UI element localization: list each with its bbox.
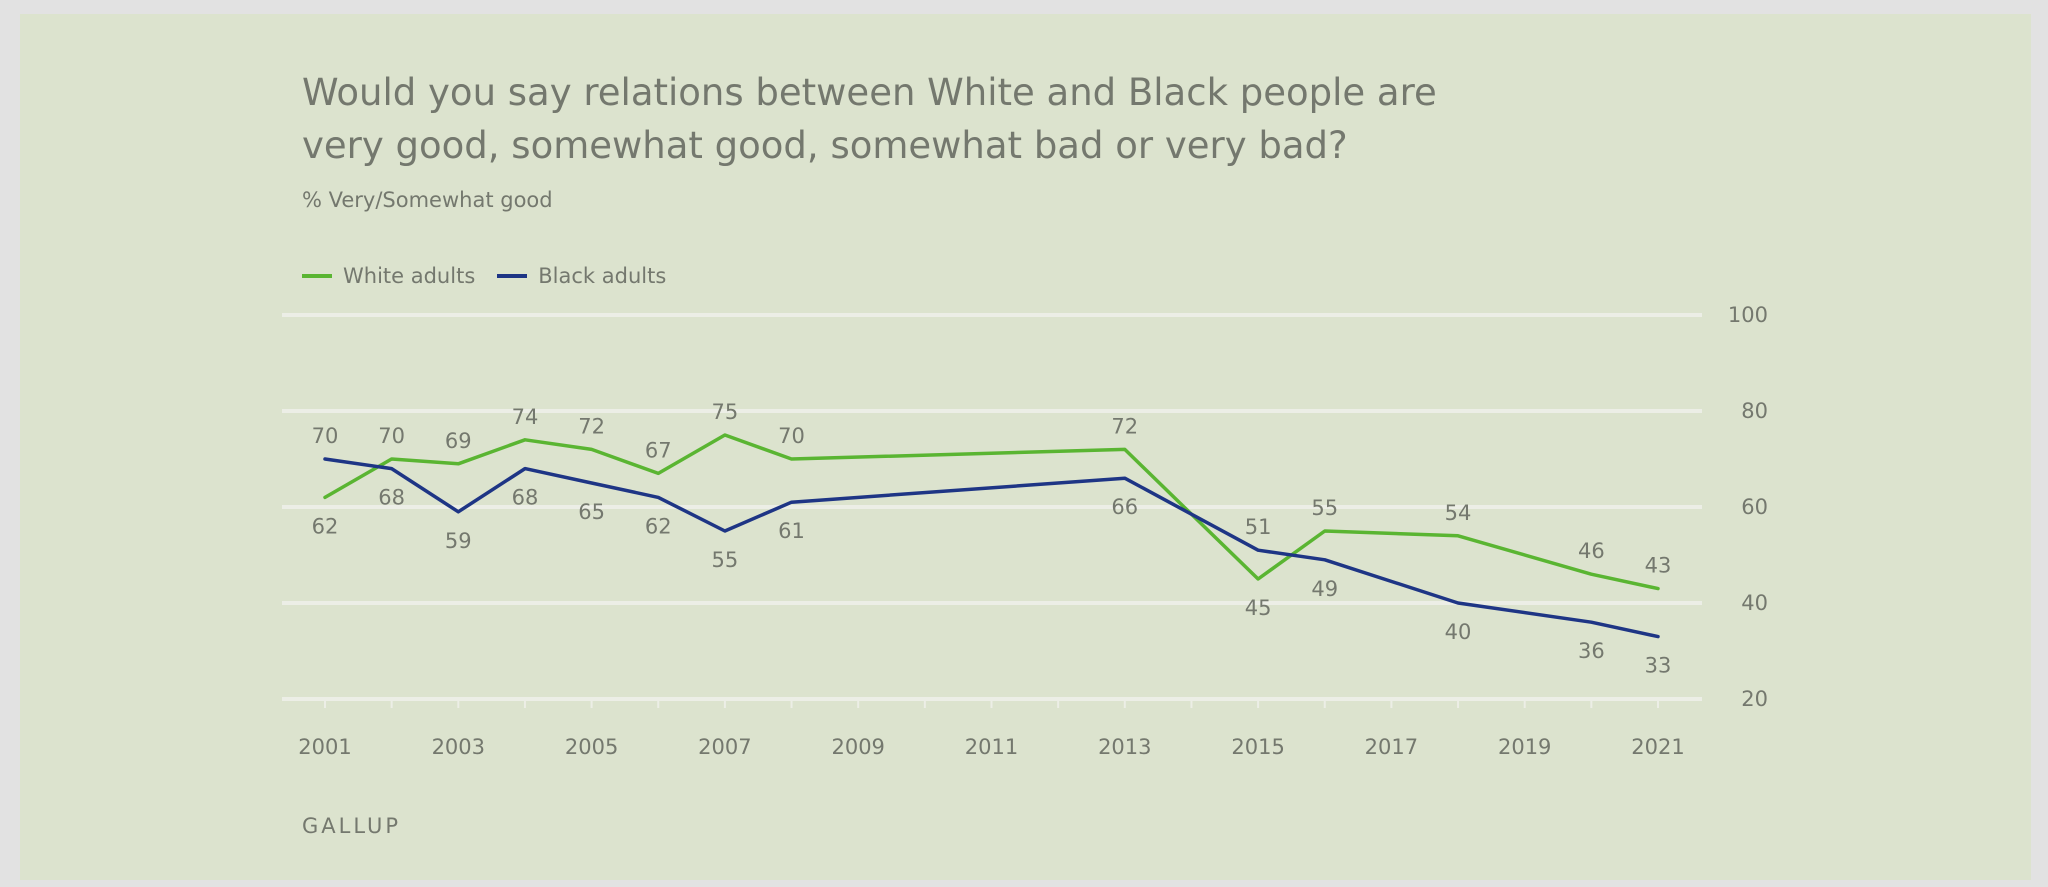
data-label-black-adults: 36: [1578, 639, 1605, 663]
y-tick-label: 60: [1741, 495, 1768, 519]
data-label-black-adults: 62: [645, 514, 672, 538]
data-label-white-adults: 45: [1245, 596, 1272, 620]
x-tick-label: 2019: [1498, 735, 1551, 759]
legend-item-black-adults: Black adults: [497, 264, 666, 288]
data-label-black-adults: 70: [312, 424, 339, 448]
data-label-white-adults: 70: [378, 424, 405, 448]
chart-subtitle: % Very/Somewhat good: [302, 188, 553, 212]
x-tick-label: 2013: [1098, 735, 1151, 759]
data-label-black-adults: 68: [512, 486, 539, 510]
x-tick-label: 2001: [298, 735, 351, 759]
series-line-white-adults: [323, 433, 1660, 591]
data-label-black-adults: 66: [1111, 495, 1138, 519]
chart-title: Would you say relations between White an…: [302, 66, 1452, 172]
data-label-white-adults: 46: [1578, 539, 1605, 563]
x-tick-label: 2011: [965, 735, 1018, 759]
data-label-white-adults: 74: [512, 405, 539, 429]
data-label-black-adults: 49: [1311, 577, 1338, 601]
data-label-white-adults: 62: [312, 514, 339, 538]
chart-panel: Would you say relations between White an…: [20, 14, 2031, 880]
data-label-white-adults: 75: [712, 400, 739, 424]
data-label-white-adults: 55: [1311, 496, 1338, 520]
series-line-black-adults: [323, 457, 1660, 639]
data-label-black-adults: 68: [378, 486, 405, 510]
data-label-white-adults: 72: [1111, 414, 1138, 438]
data-label-black-adults: 59: [445, 529, 472, 553]
y-tick-label: 80: [1741, 399, 1768, 423]
legend-label-white-adults: White adults: [343, 264, 476, 288]
title-line-2: very good, somewhat good, somewhat bad o…: [302, 124, 1348, 167]
title-line-1: Would you say relations between White an…: [302, 71, 1437, 114]
x-tick-label: 2009: [831, 735, 884, 759]
x-tick-label: 2021: [1631, 735, 1684, 759]
data-label-white-adults: 67: [645, 438, 672, 462]
legend-item-white-adults: White adults: [302, 264, 475, 288]
data-label-white-adults: 43: [1645, 554, 1672, 578]
data-label-white-adults: 54: [1445, 501, 1472, 525]
data-label-white-adults: 70: [778, 424, 805, 448]
x-tick-label: 2015: [1231, 735, 1284, 759]
legend-swatch-white-adults: [302, 274, 332, 278]
data-label-black-adults: 65: [578, 500, 605, 524]
data-label-black-adults: 61: [778, 519, 805, 543]
y-tick-label: 40: [1741, 591, 1768, 615]
data-label-black-adults: 51: [1245, 515, 1272, 539]
data-label-white-adults: 69: [445, 429, 472, 453]
data-label-black-adults: 40: [1445, 620, 1472, 644]
x-tick-label: 2005: [565, 735, 618, 759]
legend: White adults Black adults: [302, 264, 688, 288]
legend-label-black-adults: Black adults: [538, 264, 667, 288]
x-tick-label: 2007: [698, 735, 751, 759]
y-tick-label: 20: [1741, 687, 1768, 711]
data-label-black-adults: 55: [712, 548, 739, 572]
x-tick-label: 2017: [1365, 735, 1418, 759]
source-label: GALLUP: [302, 814, 402, 838]
data-label-black-adults: 33: [1645, 654, 1672, 678]
y-tick-label: 100: [1728, 303, 1768, 327]
legend-swatch-black-adults: [497, 274, 528, 278]
data-label-white-adults: 72: [578, 414, 605, 438]
x-tick-label: 2003: [432, 735, 485, 759]
